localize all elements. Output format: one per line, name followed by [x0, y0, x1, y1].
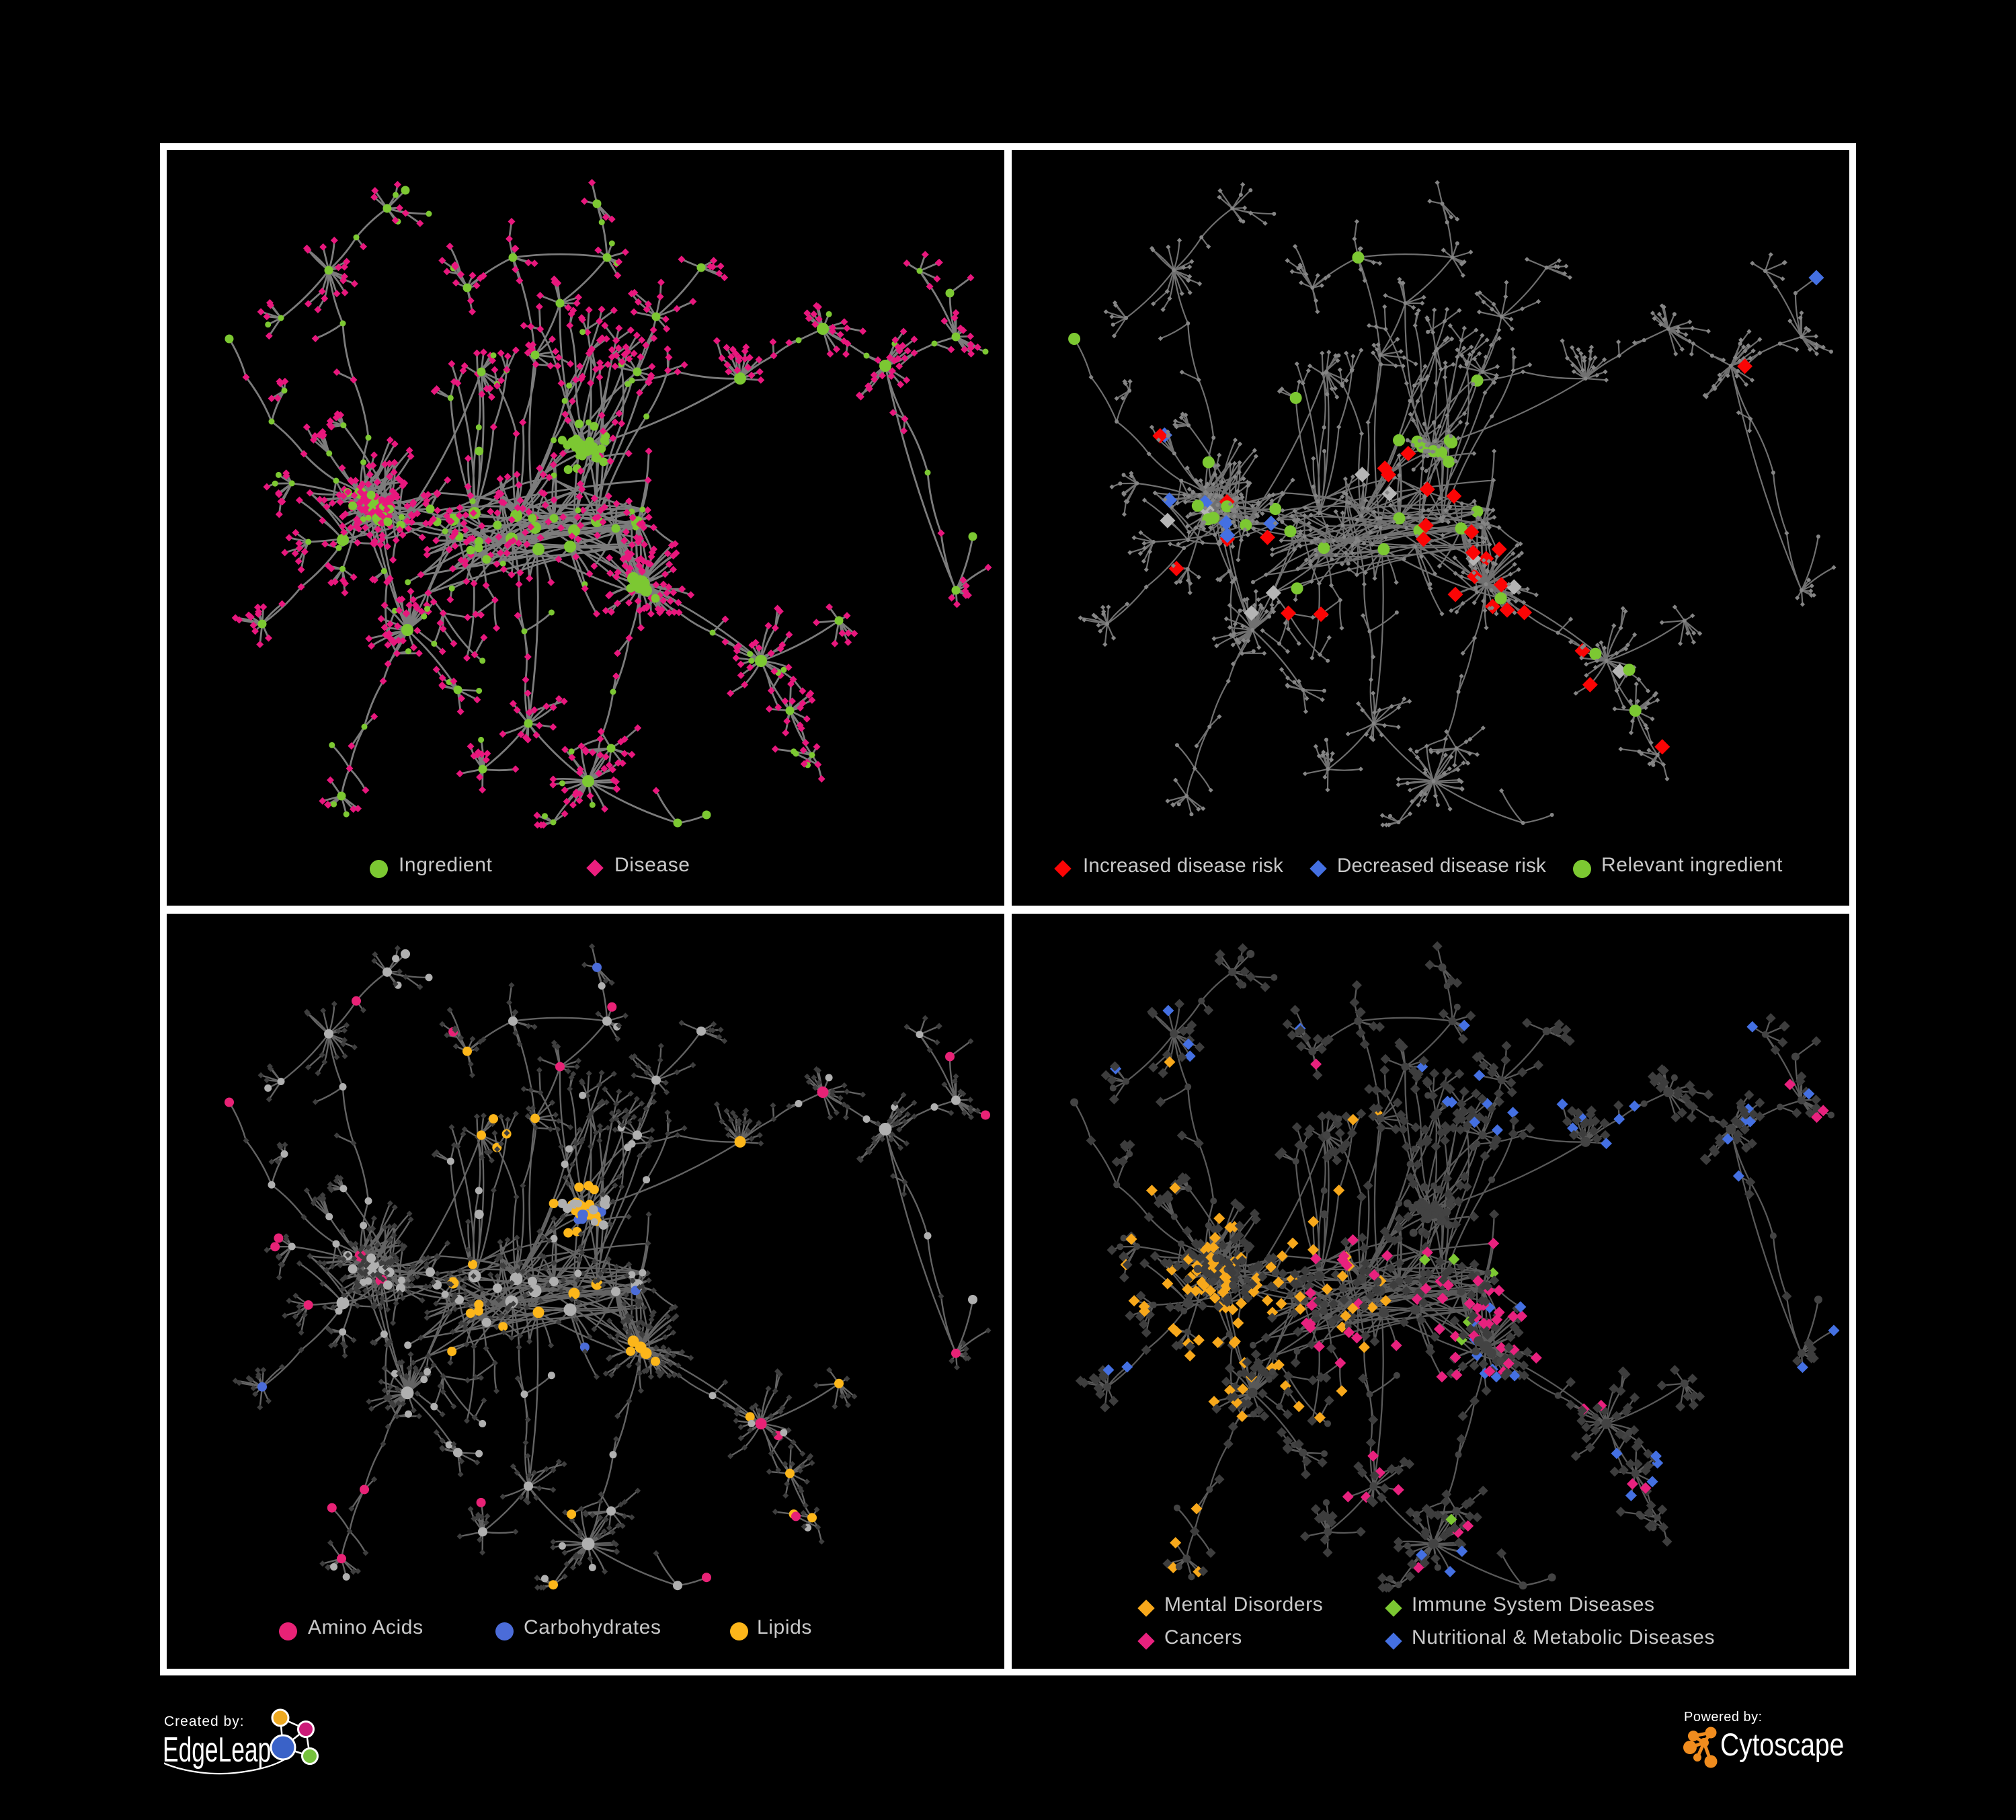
svg-text:EdgeLeap: EdgeLeap: [164, 1731, 271, 1769]
svg-text:Cytoscape: Cytoscape: [1720, 1728, 1844, 1763]
svg-text:Created by:: Created by:: [164, 1714, 245, 1729]
svg-text:Powered by:: Powered by:: [1684, 1710, 1763, 1725]
